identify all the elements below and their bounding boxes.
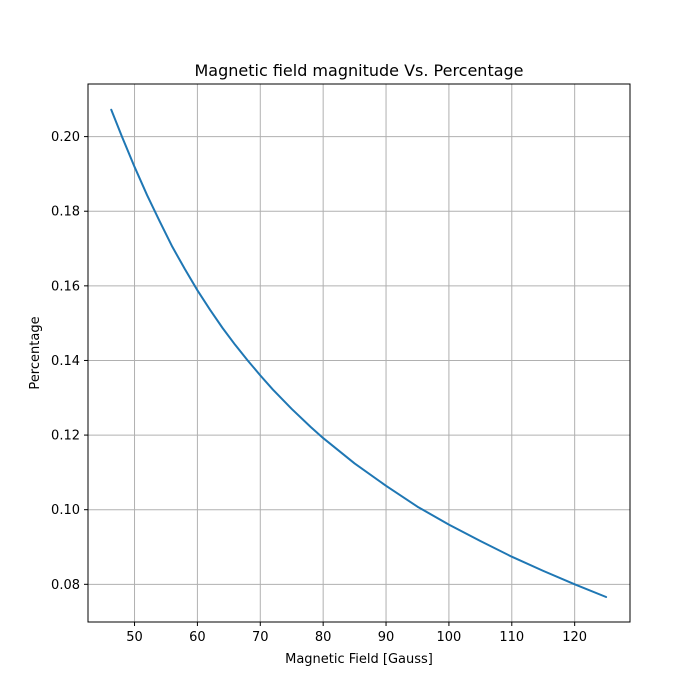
x-tick-label: 60 [189, 630, 206, 645]
chart-title: Magnetic field magnitude Vs. Percentage [194, 61, 523, 80]
y-tick-label: 0.18 [51, 205, 80, 220]
x-tick-label: 70 [252, 630, 269, 645]
axis-ticks: 50 60 70 80 90 100 110 120 0.08 0.10 0.12 0.14 0.16 0… [51, 130, 587, 645]
x-tick-label: 120 [562, 630, 587, 645]
y-tick-label: 0.20 [51, 130, 80, 145]
x-tick-label: 50 [126, 630, 143, 645]
x-tick-label: 90 [378, 630, 395, 645]
y-tick-label: 0.16 [51, 279, 80, 294]
y-tick-label: 0.12 [51, 429, 80, 444]
y-tick-label: 0.08 [51, 578, 80, 593]
x-axis-label: Magnetic Field [Gauss] [285, 652, 433, 667]
line-series [110, 108, 608, 598]
y-tick-label: 0.14 [51, 354, 80, 369]
series-line [110, 108, 608, 598]
x-tick-label: 100 [437, 630, 462, 645]
y-axis-label: Percentage [28, 316, 43, 389]
x-tick-label: 80 [315, 630, 332, 645]
y-tick-label: 0.10 [51, 503, 80, 518]
plot-frame [87, 83, 631, 623]
x-tick-label: 110 [499, 630, 524, 645]
grid [88, 84, 630, 622]
